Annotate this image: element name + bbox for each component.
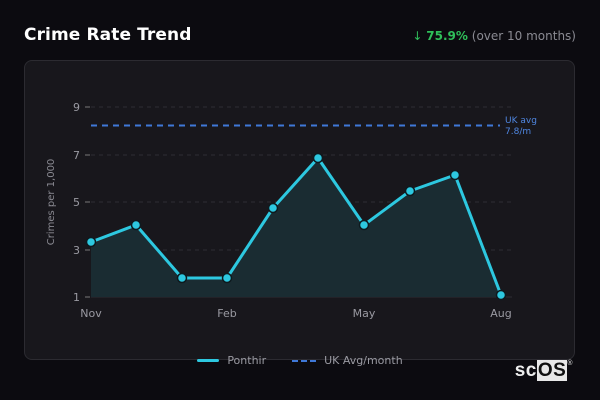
svg-text:Nov: Nov: [80, 307, 102, 320]
data-point[interactable]: [495, 289, 507, 301]
uk-avg-annotation-value: 7.8/m: [505, 127, 531, 137]
svg-text:May: May: [353, 307, 376, 320]
svg-text:9: 9: [73, 101, 80, 114]
logo-prefix: sc: [514, 360, 537, 381]
registered-mark-icon: ®: [567, 360, 573, 367]
uk-avg-annotation: UK avg: [505, 116, 537, 126]
y-tick-labels: 9 7 5 3 1: [73, 101, 80, 304]
legend-label: Ponthir: [227, 354, 267, 367]
svg-text:5: 5: [73, 196, 80, 209]
legend-item-uk-avg[interactable]: UK Avg/month: [292, 354, 403, 367]
legend-item-ponthir[interactable]: Ponthir: [197, 354, 266, 367]
data-point[interactable]: [85, 236, 97, 248]
logo-boxed: OS: [536, 360, 568, 381]
x-tick-labels: Nov Feb May Aug: [80, 307, 511, 320]
svg-text:3: 3: [73, 244, 80, 257]
data-point[interactable]: [267, 202, 279, 214]
scos-logo: scOS®: [515, 360, 573, 382]
change-percent: 75.9%: [426, 29, 468, 43]
solid-line-swatch-icon: [197, 359, 220, 362]
change-period: (over 10 months): [471, 29, 576, 43]
data-points: [85, 152, 507, 301]
y-tick-marks: [85, 106, 90, 298]
data-point[interactable]: [176, 272, 188, 284]
data-point[interactable]: [312, 152, 324, 164]
data-point[interactable]: [358, 219, 370, 231]
svg-text:1: 1: [73, 291, 80, 304]
series-line-ponthir: [90, 156, 503, 296]
dashed-line-swatch-icon: [292, 359, 317, 362]
down-arrow-icon: ↓: [412, 29, 423, 43]
svg-text:7: 7: [73, 149, 80, 162]
data-point[interactable]: [449, 169, 461, 181]
chart-legend: Ponthir UK Avg/month: [0, 354, 600, 367]
page-title: Crime Rate Trend: [24, 25, 192, 45]
series-area: [91, 158, 501, 297]
data-point[interactable]: [130, 219, 142, 231]
svg-text:Aug: Aug: [490, 307, 511, 320]
data-point[interactable]: [221, 272, 233, 284]
data-point[interactable]: [404, 185, 416, 197]
legend-label: UK Avg/month: [324, 354, 403, 367]
y-axis-label: Crimes per 1,000: [46, 159, 57, 246]
svg-text:Feb: Feb: [217, 307, 236, 320]
change-summary: ↓ 75.9% (over 10 months): [412, 29, 576, 43]
